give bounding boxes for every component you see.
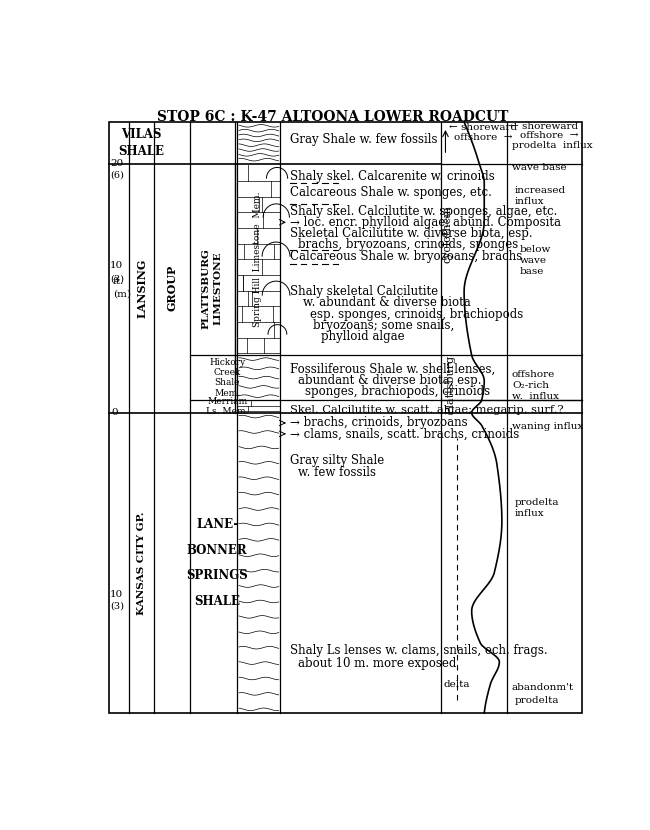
Text: increased: increased	[514, 186, 566, 195]
Text: GROUP: GROUP	[166, 265, 177, 311]
Text: (m): (m)	[113, 290, 131, 299]
Text: STOP 6C : K-47 ALTOONA LOWER ROADCUT: STOP 6C : K-47 ALTOONA LOWER ROADCUT	[157, 110, 509, 124]
Text: esp. sponges, crinoids, brachiopods: esp. sponges, crinoids, brachiopods	[311, 308, 524, 321]
Text: SPRINGS: SPRINGS	[187, 569, 248, 582]
Text: offshore  →: offshore →	[454, 133, 512, 142]
Text: → clams, snails, scatt. brachs, crinoids: → clams, snails, scatt. brachs, crinoids	[291, 427, 519, 441]
Text: about 10 m. more exposed: about 10 m. more exposed	[298, 657, 456, 670]
Text: 0: 0	[112, 408, 118, 417]
Text: sponges, brachiopods, crinoids: sponges, brachiopods, crinoids	[306, 384, 491, 398]
Text: Shaly skel. Calcilutite w. sponges, algae, etc.: Shaly skel. Calcilutite w. sponges, alga…	[291, 205, 558, 218]
Text: w. abundant & diverse biota: w. abundant & diverse biota	[303, 296, 471, 310]
Text: 10: 10	[110, 261, 124, 271]
Text: phylloid algae: phylloid algae	[320, 330, 404, 343]
Text: abandonm't: abandonm't	[512, 683, 574, 692]
Text: influx: influx	[514, 510, 544, 518]
Text: wave: wave	[519, 256, 547, 265]
Text: below: below	[519, 246, 551, 254]
Text: Gray silty Shale: Gray silty Shale	[291, 454, 385, 467]
Text: prodelta: prodelta	[514, 498, 559, 507]
Text: offshore  →: offshore →	[519, 131, 578, 140]
Text: Gray Shale w. few fossils: Gray Shale w. few fossils	[291, 134, 438, 146]
Text: base: base	[519, 267, 544, 276]
Text: ← shoreward: ← shoreward	[510, 122, 578, 131]
Text: prodelta: prodelta	[514, 696, 559, 705]
Text: Skel. Calcilutite w. scatt. algae; megarip. surf.?: Skel. Calcilutite w. scatt. algae; megar…	[291, 405, 564, 415]
Text: influx: influx	[514, 198, 544, 207]
Text: SHALE: SHALE	[194, 595, 240, 608]
Text: → brachs, crinoids, bryozoans: → brachs, crinoids, bryozoans	[291, 417, 468, 429]
Text: prodelta  influx: prodelta influx	[512, 141, 593, 150]
Text: (3): (3)	[110, 602, 124, 611]
Text: O₂-rich: O₂-rich	[512, 381, 549, 390]
Text: offshore: offshore	[512, 370, 555, 379]
Text: (3): (3)	[110, 274, 124, 283]
Text: waning influx: waning influx	[512, 422, 583, 432]
Text: Spring Hill  Limestone  Mem.: Spring Hill Limestone Mem.	[253, 192, 262, 327]
Text: BONNER: BONNER	[187, 544, 248, 557]
Text: delta: delta	[444, 680, 471, 689]
Text: LIMESTONE: LIMESTONE	[214, 251, 223, 325]
Text: KANSAS CITY GP.: KANSAS CITY GP.	[137, 511, 146, 615]
Text: bryozoans; some snails,: bryozoans; some snails,	[313, 319, 454, 332]
Text: LANE-: LANE-	[196, 518, 239, 531]
Text: PLATTSBURG: PLATTSBURG	[202, 247, 211, 329]
Text: (6): (6)	[110, 170, 124, 179]
Text: Shaly skeletal Calcilutite: Shaly skeletal Calcilutite	[291, 285, 439, 298]
Text: Fossiliferous Shale w. shell lenses,: Fossiliferous Shale w. shell lenses,	[291, 363, 495, 376]
Text: Calcareous Shale w. bryozoans, brachs: Calcareous Shale w. bryozoans, brachs	[291, 250, 523, 262]
Text: Calcareous Shale w. sponges, etc.: Calcareous Shale w. sponges, etc.	[291, 186, 492, 198]
Text: wave base: wave base	[512, 164, 567, 173]
Text: Shaly skel. Calcarenite w. crinoids: Shaly skel. Calcarenite w. crinoids	[291, 170, 495, 183]
Text: ← shoreward: ← shoreward	[449, 123, 517, 132]
Text: 10: 10	[110, 590, 124, 599]
Text: abundant & diverse biota, esp.: abundant & diverse biota, esp.	[298, 374, 482, 387]
Text: LANSING: LANSING	[136, 258, 147, 318]
Text: w. few fossils: w. few fossils	[298, 466, 376, 479]
Text: w.  influx: w. influx	[512, 392, 559, 401]
Text: VILAS: VILAS	[122, 128, 162, 141]
Text: → loc. encr. phylloid algae; abund. Composita: → loc. encr. phylloid algae; abund. Comp…	[291, 216, 562, 229]
Text: 20: 20	[110, 159, 124, 168]
Text: SHALE: SHALE	[119, 144, 164, 158]
Text: cyclothem: cyclothem	[443, 205, 453, 262]
Text: Hickory
Creek
Shale
Mem.: Hickory Creek Shale Mem.	[209, 358, 246, 398]
Text: Merriam
Ls. Mem.: Merriam Ls. Mem.	[206, 397, 248, 416]
Text: Plattsburg: Plattsburg	[445, 354, 456, 413]
Text: Shaly Ls lenses w. clams, snails, ech. frags.: Shaly Ls lenses w. clams, snails, ech. f…	[291, 644, 548, 657]
Text: Skeletal Calcilutite w. diverse biota, esp.: Skeletal Calcilutite w. diverse biota, e…	[291, 227, 533, 240]
Text: ft.: ft.	[113, 277, 124, 286]
Text: brachs, bryozoans, crinoids, sponges: brachs, bryozoans, crinoids, sponges	[298, 237, 518, 251]
